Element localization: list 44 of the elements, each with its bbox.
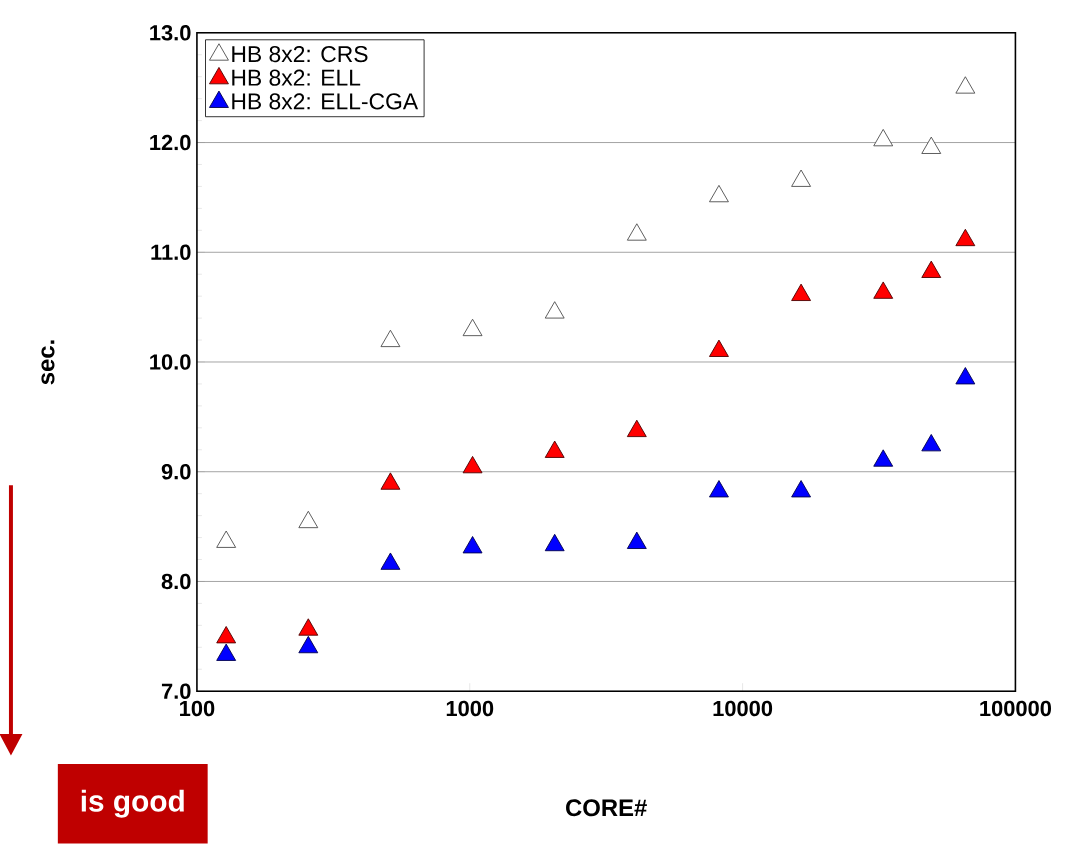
x-tick-label: 100 xyxy=(180,700,215,716)
point xyxy=(709,339,729,357)
legend-label: HB 8x2: ELL xyxy=(232,69,361,86)
point xyxy=(626,223,647,241)
point xyxy=(298,510,319,528)
y-tick-label: 8.0 xyxy=(161,573,191,590)
point xyxy=(626,419,647,437)
x-tick-label: 1000 xyxy=(446,700,494,716)
point xyxy=(626,531,647,549)
y-tick-label: 12.0 xyxy=(150,134,191,151)
point xyxy=(380,552,401,570)
point xyxy=(298,635,319,654)
point xyxy=(462,535,483,554)
point xyxy=(462,318,483,336)
point xyxy=(873,128,894,147)
point xyxy=(544,533,565,552)
point xyxy=(873,281,894,299)
y-tick-label: 9.0 xyxy=(161,463,191,480)
x-tick-label: 100000 xyxy=(980,700,1052,716)
y-tick-label: 11.0 xyxy=(151,244,191,260)
y-tick-label: 7.0 xyxy=(161,683,191,699)
point xyxy=(709,479,729,498)
point xyxy=(462,455,483,474)
point xyxy=(791,169,812,187)
point xyxy=(216,643,237,661)
point xyxy=(380,329,401,347)
text: is good xyxy=(81,789,184,818)
point xyxy=(298,618,319,636)
point xyxy=(709,184,729,203)
point xyxy=(791,479,812,498)
x-axis-title: CORE# xyxy=(566,799,647,817)
legend-label: HB 8x2: CRS xyxy=(232,45,368,63)
y-tick-label: 13.0 xyxy=(150,24,191,41)
point xyxy=(791,283,812,301)
point xyxy=(544,440,565,458)
x-tick-label: 10000 xyxy=(713,700,773,716)
point xyxy=(216,530,237,548)
point xyxy=(380,472,401,490)
legend-label: HB 8x2: ELL-CGA xyxy=(232,93,419,110)
point xyxy=(216,625,237,644)
point xyxy=(873,449,894,467)
point xyxy=(544,301,565,319)
y-axis-title: sec. xyxy=(41,340,55,385)
y-tick-label: 10.0 xyxy=(150,354,191,370)
